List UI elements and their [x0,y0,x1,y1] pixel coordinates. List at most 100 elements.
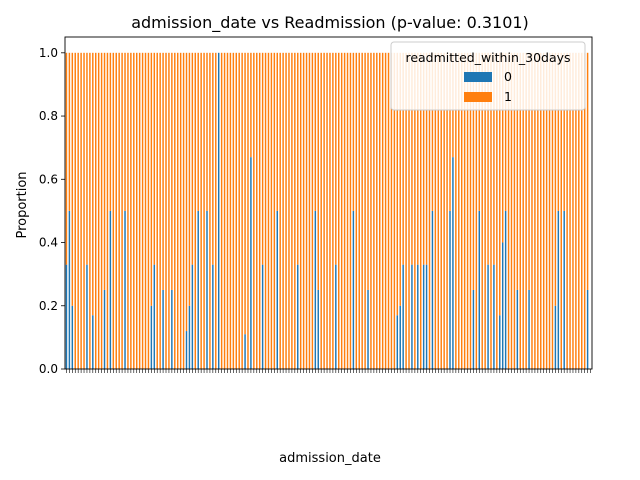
bar-series-1 [478,52,481,211]
bar-series-1 [425,52,428,265]
bar-series-1 [212,52,214,265]
bar-series-1 [510,52,513,370]
bar-series-1 [352,52,355,211]
bar-series-0 [499,315,501,369]
bar-series-0 [103,289,106,369]
bar-series-1 [343,52,346,370]
bar-series-1 [71,52,74,306]
bar-series-1 [229,52,232,370]
bar-series-1 [428,52,431,370]
bar-series-1 [267,52,270,370]
bar-series-0 [244,334,246,369]
bar-series-1 [291,52,293,370]
bar-series-1 [89,52,91,370]
bar-series-1 [534,52,536,370]
bar-series-1 [419,52,422,370]
bar-series-1 [305,52,308,370]
bar-series-0 [250,157,252,369]
legend-swatch-1 [464,92,492,102]
bar-series-1 [349,52,352,370]
bar-series-1 [367,52,369,290]
bar-series-0 [212,264,214,369]
bar-series-1 [147,52,150,370]
bar-series-1 [220,52,223,370]
plot-area: 0.0 0.2 0.4 0.6 0.8 1.0 [39,36,593,376]
bar-series-1 [235,52,238,370]
bar-series-1 [414,52,416,370]
bar-series-1 [537,52,539,370]
bar-series-0 [422,264,425,369]
bar-series-1 [434,52,437,370]
bar-series-0 [124,210,126,369]
bar-series-1 [182,52,185,370]
bar-series-1 [575,52,577,370]
bar-series-1 [449,52,451,211]
bar-series-1 [490,52,492,370]
bar-series-0 [86,264,88,369]
bar-series-1 [501,52,504,243]
bar-series-1 [516,52,519,290]
bar-series-1 [282,52,284,370]
bar-series-0 [557,210,560,369]
bar-series-1 [320,52,322,370]
bar-series-1 [545,52,548,370]
bar-series-1 [100,52,103,370]
bar-series-1 [443,52,445,370]
bar-series-1 [144,52,147,370]
bar-series-0 [297,264,299,369]
bar-series-1 [77,52,79,370]
bar-series-0 [335,264,337,369]
legend-label-1: 1 [504,89,512,104]
bar-series-1 [174,52,176,370]
bar-series-0 [92,315,94,369]
bar-series-1 [437,52,440,370]
bar-series-0 [431,210,434,369]
bar-series-1 [557,52,560,211]
y-tick-label: 0.4 [39,236,58,250]
bar-series-0 [452,157,454,369]
bar-series-1 [396,52,399,316]
bar-series-1 [329,52,331,370]
bar-series-1 [317,52,319,290]
bar-series-1 [223,52,226,370]
bar-series-1 [138,52,141,370]
bar-series-1 [302,52,305,370]
bar-series-1 [323,52,325,370]
bar-series-1 [241,52,243,370]
bar-series-1 [355,52,358,370]
bar-series-1 [106,52,109,370]
bar-series-1 [258,52,261,370]
bar-series-1 [326,52,328,370]
bar-series-1 [288,52,290,370]
bar-series-0 [554,305,557,369]
bar-series-1 [475,52,478,370]
bar-series-1 [308,52,311,370]
bar-series-1 [417,52,419,265]
bar-series-1 [390,52,393,370]
chart-title: admission_date vs Readmission (p-value: … [131,13,529,33]
bar-series-1 [346,52,349,370]
y-axis-label: Proportion [15,171,30,238]
bar-series-1 [504,52,507,211]
bar-series-1 [314,52,317,211]
bar-series-1 [332,52,334,370]
bar-series-0 [504,210,507,369]
bar-series-1 [97,52,100,370]
bar-series-0 [478,210,481,369]
bar-series-0 [217,52,220,370]
bar-series-0 [317,289,319,369]
bar-series-1 [165,52,167,370]
bar-series-0 [185,331,188,369]
bar-series-1 [256,52,258,370]
plot-frame [64,36,593,370]
bar-series-1 [311,52,314,370]
bar-series-1 [513,52,516,370]
bar-series-1 [206,52,208,211]
bar-series-1 [194,52,197,370]
bar-series-1 [466,52,469,370]
bar-series-1 [65,52,68,265]
bar-series-0 [586,289,589,369]
bar-series-1 [80,52,82,370]
bar-series-1 [358,52,360,370]
